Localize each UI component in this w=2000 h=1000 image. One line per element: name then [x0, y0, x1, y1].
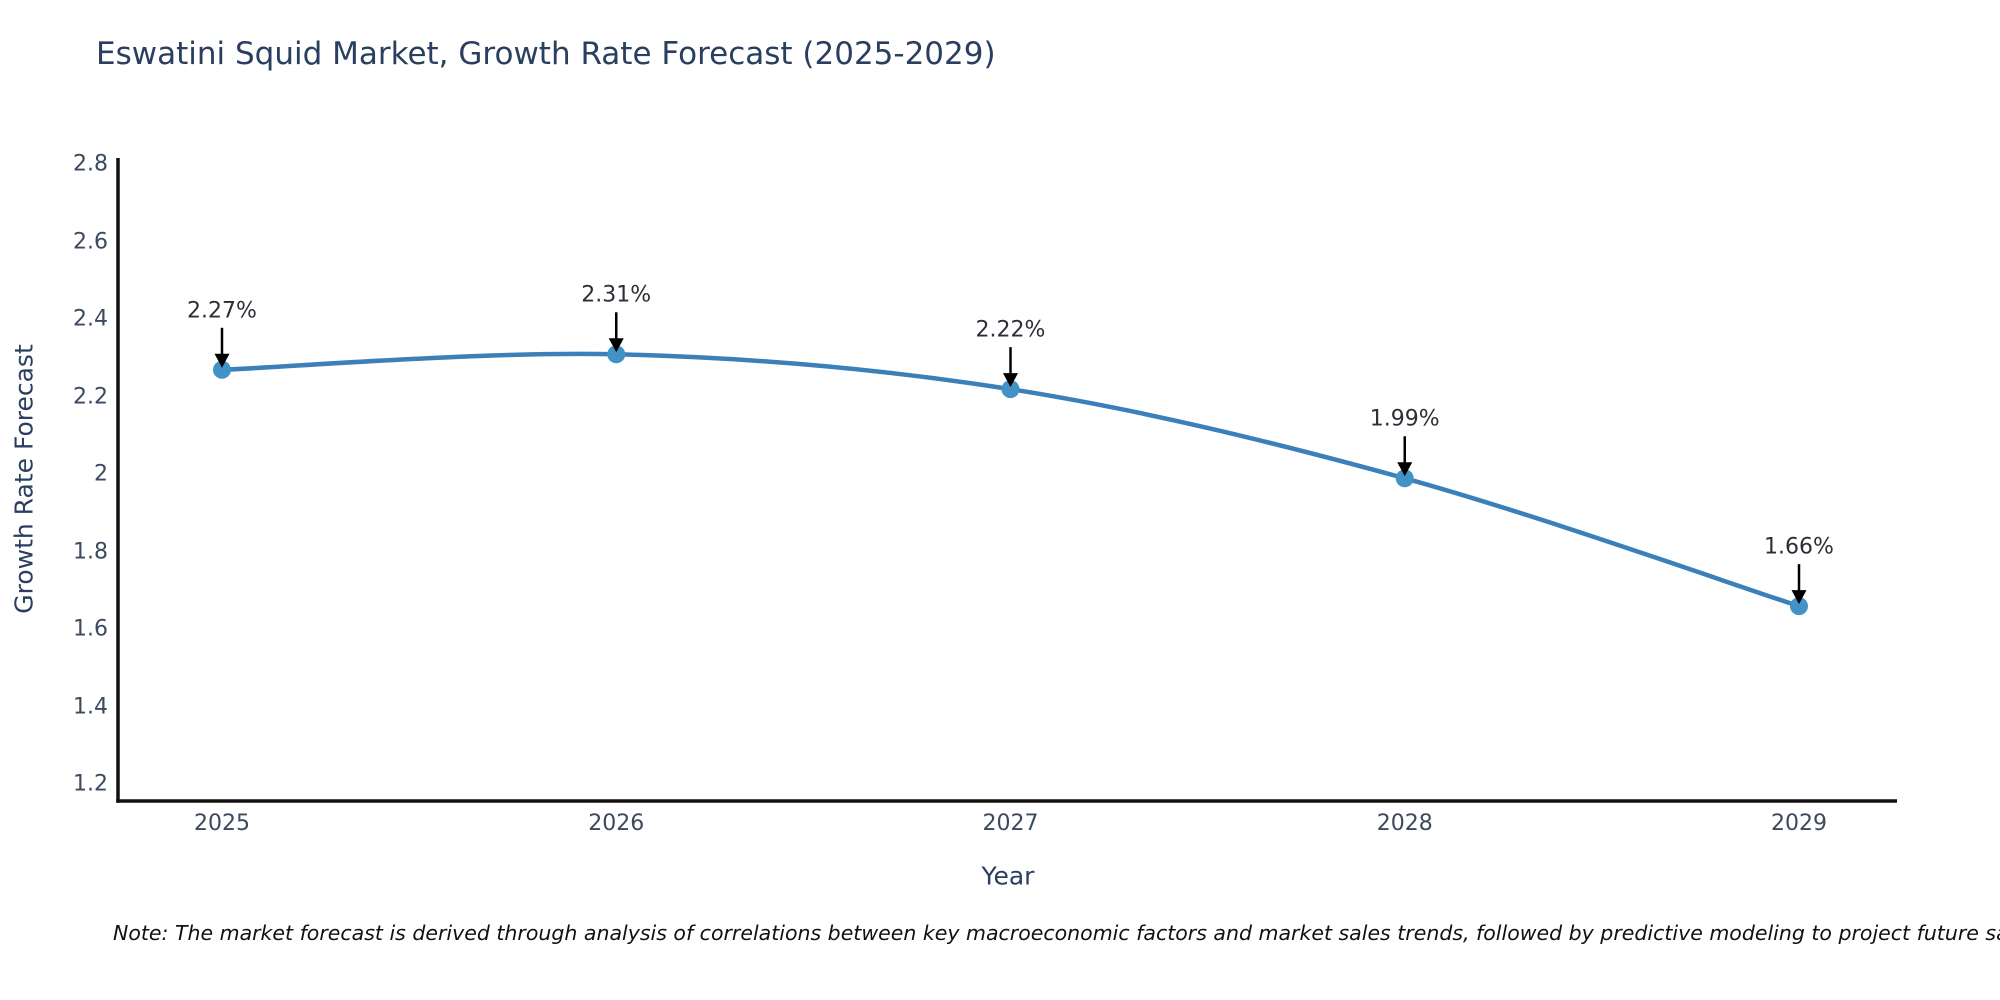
annotation-arrow-head	[1397, 462, 1413, 477]
point-value-label: 2.22%	[975, 317, 1046, 343]
x-tick-label: 2028	[1376, 811, 1433, 836]
annotation-arrow-head	[1003, 373, 1018, 388]
chart-title: Eswatini Squid Market, Growth Rate Forec…	[96, 36, 996, 72]
data-point-marker	[607, 345, 626, 364]
y-axis-title: Growth Rate Forecast	[9, 344, 39, 614]
annotation-arrow-head	[214, 353, 230, 368]
y-tick-label: 1.6	[73, 616, 108, 642]
annotation-arrow-head	[1791, 590, 1807, 605]
chart-note: Note: The market forecast is derived thr…	[113, 921, 2000, 945]
x-tick-label: 2027	[982, 811, 1039, 836]
data-point-marker	[1790, 597, 1808, 616]
data-point-marker	[1001, 380, 1020, 399]
x-tick-label: 2026	[588, 811, 645, 836]
y-tick-label: 2.2	[73, 384, 108, 410]
x-tick-label: 2029	[1771, 811, 1827, 836]
y-tick-label: 2.4	[73, 306, 108, 332]
annotation-arrow-head	[608, 338, 624, 353]
y-tick-label: 1.2	[73, 771, 108, 797]
point-value-label: 2.31%	[581, 282, 652, 308]
point-value-label: 1.99%	[1369, 406, 1440, 432]
y-tick-label: 1.4	[73, 694, 108, 720]
y-tick-label: 1.8	[73, 539, 108, 565]
y-tick-label: 2	[94, 461, 108, 487]
y-tick-label: 2.6	[73, 229, 108, 255]
x-tick-label: 2025	[194, 811, 250, 836]
x-axis-title: Year	[981, 861, 1035, 891]
point-value-label: 1.66%	[1764, 534, 1834, 560]
y-tick-label: 2.8	[73, 151, 108, 177]
data-point-marker	[1395, 469, 1414, 488]
data-point-marker	[213, 360, 231, 379]
point-value-label: 2.27%	[187, 298, 257, 324]
